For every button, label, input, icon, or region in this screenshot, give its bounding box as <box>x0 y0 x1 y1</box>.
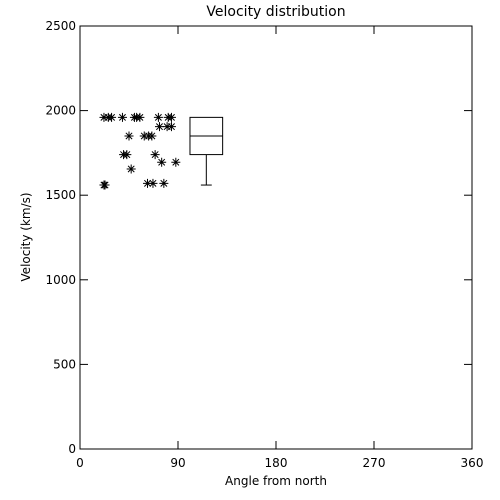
data-point <box>159 178 169 188</box>
data-point <box>171 157 181 167</box>
chart-title: Velocity distribution <box>206 4 345 20</box>
data-point <box>126 164 136 174</box>
y-tick-label: 500 <box>53 357 76 371</box>
data-point <box>100 180 110 190</box>
y-tick-label: 1500 <box>45 188 76 202</box>
data-point <box>153 112 163 122</box>
y-tick-label: 1000 <box>45 273 76 287</box>
data-point <box>166 122 176 132</box>
x-tick-label: 90 <box>170 456 185 470</box>
data-point <box>135 112 145 122</box>
data-point <box>124 131 134 141</box>
data-point <box>117 112 127 122</box>
y-axis-label: Velocity (km/s) <box>19 192 33 281</box>
data-point <box>148 178 158 188</box>
y-tick-label: 0 <box>68 442 76 456</box>
data-point <box>150 150 160 160</box>
data-point <box>154 122 164 132</box>
data-point <box>147 131 157 141</box>
x-tick-label: 180 <box>265 456 288 470</box>
data-point <box>107 112 117 122</box>
x-axis-label: Angle from north <box>225 474 327 488</box>
data-point <box>122 150 132 160</box>
x-tick-label: 270 <box>363 456 386 470</box>
data-point <box>166 112 176 122</box>
x-tick-label: 0 <box>76 456 84 470</box>
y-tick-label: 2500 <box>45 19 76 33</box>
data-point <box>157 157 167 167</box>
data-point <box>143 178 153 188</box>
x-tick-label: 360 <box>461 456 484 470</box>
y-tick-label: 2000 <box>45 104 76 118</box>
